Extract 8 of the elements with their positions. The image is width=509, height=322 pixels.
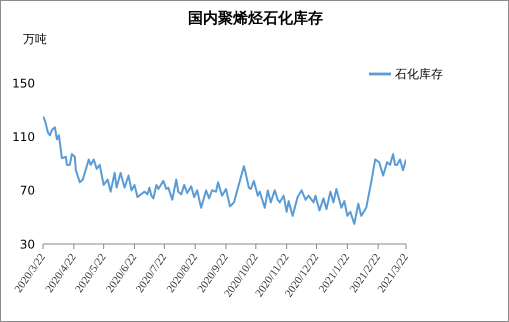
y-tick-label: 110 bbox=[12, 130, 35, 144]
y-axis-title: 万吨 bbox=[23, 31, 47, 48]
line-series bbox=[43, 116, 406, 225]
legend-label: 石化库存 bbox=[395, 67, 443, 82]
y-tick-label: 30 bbox=[20, 237, 35, 252]
y-tick-label: 70 bbox=[20, 184, 35, 198]
chart-title: 国内聚烯烃石化库存 bbox=[187, 9, 324, 28]
y-tick-label: 150 bbox=[12, 76, 35, 90]
